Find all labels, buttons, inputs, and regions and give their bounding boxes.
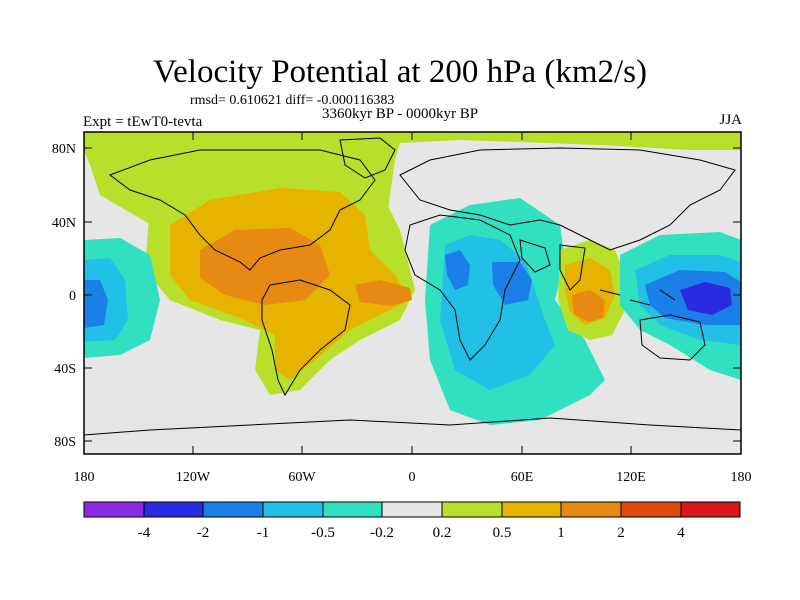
- period-label: 3360kyr BP - 0000kyr BP: [322, 106, 479, 122]
- contour-eastpac-one: [84, 280, 108, 328]
- colorbar-box-2: [202, 501, 264, 518]
- colorbar-label-1: 1: [557, 525, 565, 541]
- rmsd-diff-stats: rmsd= 0.610621 diff= -0.000116383: [190, 93, 395, 108]
- colorbar-box-5: [381, 501, 443, 518]
- coast-africa: [404, 214, 521, 361]
- lon-label-0: 0: [409, 470, 416, 485]
- coast-maritime-islands: [599, 289, 676, 306]
- colorbar-box-6: [441, 501, 503, 518]
- colorbar-box-1: [143, 501, 204, 518]
- lat-label-0: 0: [69, 289, 76, 304]
- coast-arabia: [519, 239, 551, 273]
- colorbar-label-m2: -2: [197, 525, 210, 541]
- colorbar-label-m05: -0.5: [311, 525, 335, 541]
- lat-label-80s: 80S: [54, 435, 76, 450]
- lon-label-120w: 120W: [176, 470, 211, 485]
- contour-indian-one: [492, 262, 532, 305]
- coast-south-america: [261, 279, 351, 397]
- lon-label-180e: 180: [731, 470, 752, 485]
- colorbar: [83, 501, 741, 518]
- colorbar-box-10: [680, 501, 741, 518]
- colorbar-box-9: [620, 501, 682, 518]
- coastlines: [84, 137, 741, 436]
- lat-axis: [84, 147, 741, 442]
- coast-north-america: [108, 149, 376, 271]
- contour-fields: [84, 132, 741, 425]
- coast-greenland: [339, 137, 396, 179]
- colorbar-label-2: 2: [617, 525, 625, 541]
- figure-title: Velocity Potential at 200 hPa (km2/s): [152, 54, 648, 90]
- lat-label-80n: 80N: [52, 142, 76, 157]
- season-label: JJA: [719, 112, 742, 128]
- coast-australia: [639, 314, 706, 361]
- colorbar-label-m1: -1: [257, 525, 270, 541]
- lon-label-60w: 60W: [288, 470, 316, 485]
- contour-africa-one: [445, 250, 470, 290]
- colorbar-box-8: [560, 501, 622, 518]
- coast-antarctica: [84, 417, 741, 436]
- coast-india: [559, 244, 586, 291]
- lon-label-180w: 180: [74, 470, 95, 485]
- colorbar-box-0: [83, 501, 145, 518]
- lon-label-120e: 120E: [616, 470, 646, 485]
- experiment-label: Expt = tEwT0-tevta: [83, 114, 203, 130]
- colorbar-label-02: 0.2: [433, 525, 452, 541]
- colorbar-box-7: [501, 501, 562, 518]
- contour-maritime-one: [572, 290, 605, 322]
- colorbar-box-3: [262, 501, 324, 518]
- lon-axis: [192, 132, 632, 454]
- colorbar-box-4: [322, 501, 383, 518]
- colorbar-label-m4: -4: [138, 525, 151, 541]
- lat-label-40n: 40N: [52, 216, 76, 231]
- lat-label-40s: 40S: [54, 362, 76, 377]
- contour-atlantic-one: [355, 280, 412, 306]
- colorbar-label-m02: -0.2: [370, 525, 394, 541]
- colorbar-label-05: 0.5: [493, 525, 512, 541]
- coast-europe-asia: [399, 147, 736, 251]
- lon-label-60e: 60E: [511, 470, 534, 485]
- contour-westpac-two: [680, 282, 732, 315]
- colorbar-label-4: 4: [677, 525, 685, 541]
